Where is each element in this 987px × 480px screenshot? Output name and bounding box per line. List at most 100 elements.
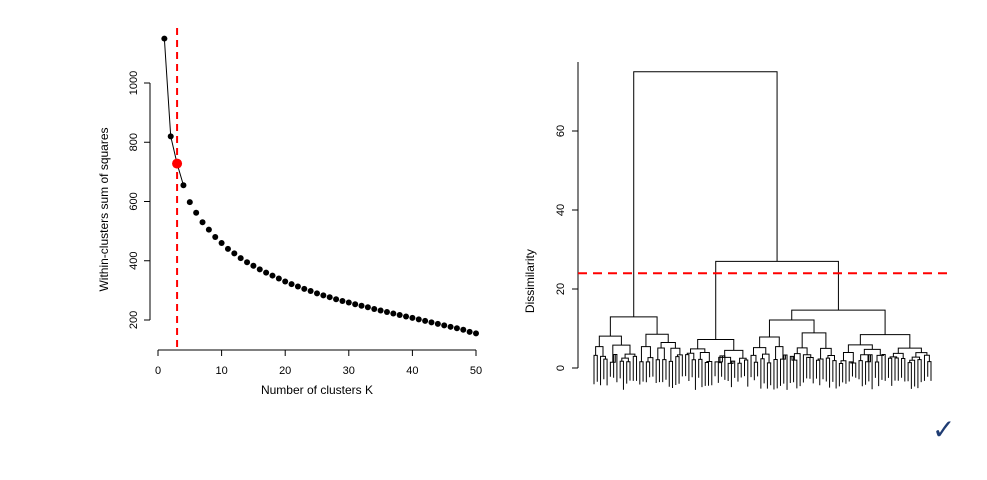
data-point <box>352 301 359 308</box>
dendrogram-link <box>717 362 723 383</box>
dendrogram-link <box>613 353 618 383</box>
data-point <box>326 294 333 301</box>
y-tick-label: 800 <box>128 133 140 151</box>
data-point <box>301 285 308 292</box>
dendrogram-link <box>697 338 735 351</box>
data-point <box>244 259 251 266</box>
data-point <box>371 306 378 313</box>
data-point <box>161 35 168 42</box>
y-tick-label: 200 <box>128 311 140 329</box>
data-point <box>314 290 320 297</box>
data-point <box>231 250 238 257</box>
x-tick-label: 0 <box>155 365 161 377</box>
dendrogram-link <box>624 353 636 359</box>
dendrogram-link <box>806 356 811 379</box>
dendrogram-link <box>927 361 932 381</box>
data-point <box>282 278 289 285</box>
data-point <box>294 283 301 290</box>
data-point <box>358 302 365 309</box>
dendrogram-link <box>783 354 788 390</box>
elbow-chart: 0 10 20 30 40 50 200 400 600 800 1000 Number of clu… <box>97 28 482 397</box>
dendrogram-link <box>660 342 676 349</box>
dendrogram-link <box>820 347 832 359</box>
dendrogram-link <box>640 346 651 362</box>
dendrogram-link <box>645 361 651 383</box>
dendrogram-link <box>675 356 680 385</box>
dendrogram-link <box>894 357 899 381</box>
dendrogram-link <box>874 361 880 387</box>
dendrogram-link <box>714 355 723 377</box>
data-point <box>453 325 460 332</box>
dendrogram-link <box>917 359 922 389</box>
data-point <box>390 310 397 317</box>
data-point <box>237 255 244 262</box>
data-point <box>415 316 422 323</box>
dendrogram-link <box>791 309 886 335</box>
dendrogram-link <box>791 356 798 389</box>
y-tick-label: 1000 <box>128 71 140 95</box>
dendrogram-link <box>639 361 644 385</box>
dendrogram-link <box>739 357 747 364</box>
data-point <box>422 317 429 324</box>
dendrogram-chart: 0 20 40 60 Dissimilarity <box>523 62 948 390</box>
dendrogram-link <box>838 362 844 387</box>
data-point <box>345 299 352 306</box>
data-point <box>434 320 441 327</box>
data-point <box>473 330 479 337</box>
data-point <box>167 133 174 140</box>
data-point <box>307 287 314 294</box>
dendrogram-link <box>876 354 885 362</box>
dendrogram-link <box>779 355 786 386</box>
dendrogram-link <box>753 347 767 356</box>
dendrogram-link <box>632 355 638 381</box>
dendrogram-link <box>619 360 624 390</box>
x-tick-label: 30 <box>343 365 355 377</box>
data-point <box>320 292 327 299</box>
dendrogram-link <box>685 354 690 382</box>
dendrogram-link <box>600 355 606 386</box>
dendrogram-link <box>645 333 669 347</box>
dendrogram-link <box>897 347 922 354</box>
data-point <box>403 313 410 320</box>
dendrogram-link <box>923 354 930 381</box>
data-point <box>396 311 403 318</box>
dendrogram-link <box>676 354 683 377</box>
dendrogram-link <box>901 357 906 382</box>
x-tick-label: 20 <box>279 365 291 377</box>
dendrogram-link <box>773 359 778 390</box>
data-point <box>288 281 295 288</box>
x-axis-title: Number of clusters K <box>261 383 373 397</box>
dendrogram-link <box>887 357 893 386</box>
dendrogram-link <box>848 361 853 382</box>
data-point <box>180 182 187 189</box>
dendrogram-link <box>801 332 827 349</box>
data-point <box>428 319 435 326</box>
dendrogram-link <box>753 361 759 381</box>
dendrogram-link <box>827 354 835 361</box>
data-point <box>199 219 206 226</box>
dendrogram-link <box>706 360 713 386</box>
data-point <box>193 209 200 216</box>
dendrogram-link <box>730 360 736 388</box>
y-axis-title: Dissimilarity <box>523 249 537 313</box>
data-point <box>218 239 225 246</box>
dendrogram-link <box>698 358 703 388</box>
dendrogram-link <box>737 362 742 382</box>
x-tick-label: 10 <box>215 365 227 377</box>
dendrogram-link <box>768 319 815 337</box>
y-tick-label: 600 <box>128 192 140 210</box>
highlight-point <box>172 158 183 169</box>
data-point <box>441 322 448 329</box>
y-tick-label: 60 <box>555 125 567 137</box>
y-tick-label: 400 <box>128 252 140 270</box>
dendrogram-link <box>670 347 681 362</box>
dendrogram-root-link <box>633 71 778 317</box>
series-line <box>163 38 184 186</box>
data-point <box>333 296 340 303</box>
dendrogram-link <box>655 359 660 383</box>
dendrogram-link <box>858 360 863 387</box>
dendrogram-link <box>626 361 631 384</box>
dendrogram-link <box>840 360 847 384</box>
dendrogram-link <box>850 361 857 378</box>
data-point <box>263 269 270 276</box>
